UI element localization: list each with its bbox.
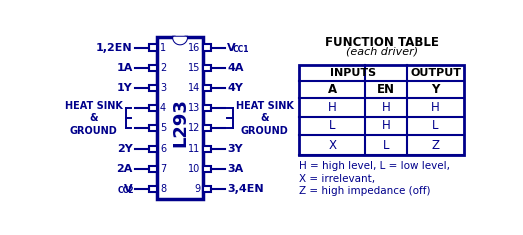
Bar: [203, 85, 211, 91]
Text: A: A: [328, 83, 337, 96]
Bar: [203, 44, 211, 51]
Text: L: L: [433, 119, 439, 133]
Text: 2A: 2A: [117, 164, 133, 174]
Text: 6: 6: [160, 144, 166, 154]
Bar: [203, 166, 211, 172]
Text: 1A: 1A: [117, 63, 133, 73]
Text: 12: 12: [188, 123, 200, 133]
Bar: [149, 65, 157, 71]
Text: 2: 2: [160, 63, 166, 73]
Text: 4A: 4A: [228, 63, 244, 73]
Text: Z = high impedance (off): Z = high impedance (off): [300, 186, 431, 196]
Text: EN: EN: [377, 83, 395, 96]
Text: HEAT SINK
&
GROUND: HEAT SINK & GROUND: [236, 101, 294, 136]
Bar: [203, 186, 211, 192]
Text: 8: 8: [160, 184, 166, 194]
Text: 3A: 3A: [228, 164, 244, 174]
Bar: [157, 37, 203, 199]
Text: 1: 1: [160, 43, 166, 53]
Text: 4: 4: [160, 103, 166, 113]
Text: 3,4EN: 3,4EN: [228, 184, 264, 194]
Text: X: X: [328, 139, 336, 152]
Bar: [203, 105, 211, 111]
Text: 10: 10: [188, 164, 200, 174]
Bar: [203, 145, 211, 152]
Bar: [149, 85, 157, 91]
Bar: [149, 44, 157, 51]
Text: 1,2EN: 1,2EN: [96, 43, 133, 53]
Text: Z: Z: [431, 139, 440, 152]
Bar: [149, 166, 157, 172]
Text: V: V: [124, 184, 133, 194]
Text: 11: 11: [188, 144, 200, 154]
Text: 1Y: 1Y: [117, 83, 133, 93]
Text: CC2: CC2: [118, 186, 134, 195]
Polygon shape: [174, 37, 186, 44]
Text: (each driver): (each driver): [346, 47, 418, 57]
Text: INPUTS: INPUTS: [330, 68, 376, 78]
Text: 3Y: 3Y: [228, 144, 243, 154]
Text: 15: 15: [188, 63, 200, 73]
Bar: [203, 125, 211, 131]
Text: H: H: [431, 101, 440, 114]
Text: H: H: [328, 101, 337, 114]
Text: CC1: CC1: [233, 45, 249, 54]
Text: H: H: [382, 101, 391, 114]
Text: L: L: [329, 119, 336, 133]
Text: OUTPUT: OUTPUT: [410, 68, 461, 78]
Bar: [149, 145, 157, 152]
Text: 2Y: 2Y: [117, 144, 133, 154]
Text: 7: 7: [160, 164, 166, 174]
Text: Y: Y: [431, 83, 440, 96]
Text: L293: L293: [171, 98, 189, 147]
Text: X = irrelevant,: X = irrelevant,: [300, 174, 376, 184]
Bar: [149, 125, 157, 131]
Text: 13: 13: [188, 103, 200, 113]
Text: H = high level, L = low level,: H = high level, L = low level,: [300, 161, 450, 171]
Text: 14: 14: [188, 83, 200, 93]
Bar: [300, 65, 464, 155]
Text: H: H: [382, 119, 391, 133]
Text: FUNCTION TABLE: FUNCTION TABLE: [325, 36, 439, 49]
Text: 5: 5: [160, 123, 166, 133]
Bar: [203, 65, 211, 71]
Text: HEAT SINK
&
GROUND: HEAT SINK & GROUND: [65, 101, 123, 136]
Text: 16: 16: [188, 43, 200, 53]
Bar: [149, 186, 157, 192]
Text: 3: 3: [160, 83, 166, 93]
Text: L: L: [383, 139, 389, 152]
Text: 9: 9: [194, 184, 200, 194]
Text: V: V: [228, 43, 236, 53]
Text: 4Y: 4Y: [228, 83, 243, 93]
Bar: [149, 105, 157, 111]
